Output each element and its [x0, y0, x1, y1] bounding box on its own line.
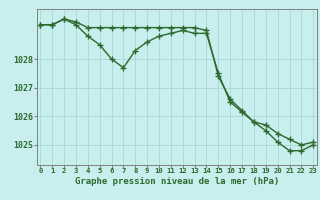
- X-axis label: Graphe pression niveau de la mer (hPa): Graphe pression niveau de la mer (hPa): [75, 177, 279, 186]
